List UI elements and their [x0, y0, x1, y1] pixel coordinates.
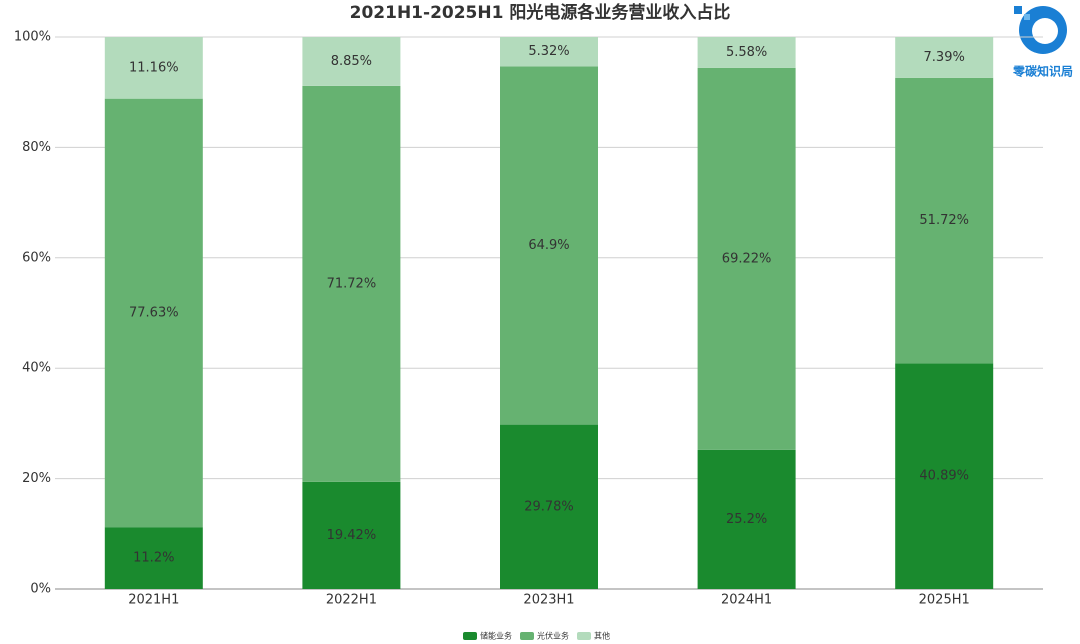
x-tick-label: 2023H1	[523, 593, 574, 608]
bar-segment	[895, 77, 994, 364]
logo: 零碳知识局	[1012, 6, 1073, 79]
data-label: 11.2%	[133, 551, 174, 566]
data-label: 71.72%	[327, 276, 377, 291]
y-tick-label: 80%	[22, 140, 51, 155]
bar-segment	[104, 98, 203, 528]
data-label: 51.72%	[919, 213, 969, 228]
logo-pixel	[1014, 6, 1022, 14]
logo-inner	[1032, 18, 1058, 44]
data-label: 7.39%	[924, 50, 965, 65]
data-label: 5.58%	[726, 45, 767, 60]
y-tick-label: 60%	[22, 250, 51, 265]
y-tick-label: 20%	[22, 471, 51, 486]
bar-segment	[895, 37, 994, 78]
legend-swatch	[463, 632, 477, 640]
bar-segment	[104, 37, 203, 99]
data-label: 11.16%	[129, 60, 179, 75]
x-tick-label: 2024H1	[721, 593, 772, 608]
bar-segment	[697, 449, 796, 589]
legend-label: 光伏业务	[537, 631, 569, 641]
bar-segment	[302, 85, 401, 482]
data-label: 8.85%	[331, 54, 372, 69]
data-label: 19.42%	[327, 528, 377, 543]
data-label: 69.22%	[722, 251, 772, 266]
bar-segment	[104, 527, 203, 589]
data-label: 40.89%	[919, 469, 969, 484]
y-tick-label: 40%	[22, 361, 51, 376]
bar-segment	[697, 37, 796, 68]
y-tick-label: 0%	[30, 582, 51, 597]
legend-label: 储能业务	[480, 631, 512, 641]
x-tick-label: 2025H1	[919, 593, 970, 608]
bar-segment	[302, 37, 401, 86]
bar-segment	[302, 481, 401, 589]
legend: 储能业务 光伏业务 其他	[463, 631, 610, 641]
data-label: 64.9%	[528, 238, 569, 253]
bar-segment	[697, 67, 796, 450]
chart-title: 2021H1-2025H1 阳光电源各业务营业收入占比	[350, 2, 731, 23]
bar-segment	[500, 37, 598, 67]
data-label: 5.32%	[528, 44, 569, 59]
data-label: 25.2%	[726, 512, 767, 527]
legend-swatch	[577, 632, 591, 640]
logo-text: 零碳知识局	[1012, 64, 1073, 79]
x-tick-label: 2021H1	[128, 593, 179, 608]
bar-segment	[500, 66, 598, 425]
bar-segment	[500, 424, 598, 589]
bar-segment	[895, 363, 994, 589]
data-label: 29.78%	[524, 499, 574, 514]
legend-label: 其他	[594, 631, 610, 641]
x-tick-label: 2022H1	[326, 593, 377, 608]
logo-pixel	[1024, 14, 1030, 20]
data-label: 77.63%	[129, 305, 179, 320]
legend-swatch	[520, 632, 534, 640]
y-tick-label: 100%	[14, 30, 51, 45]
